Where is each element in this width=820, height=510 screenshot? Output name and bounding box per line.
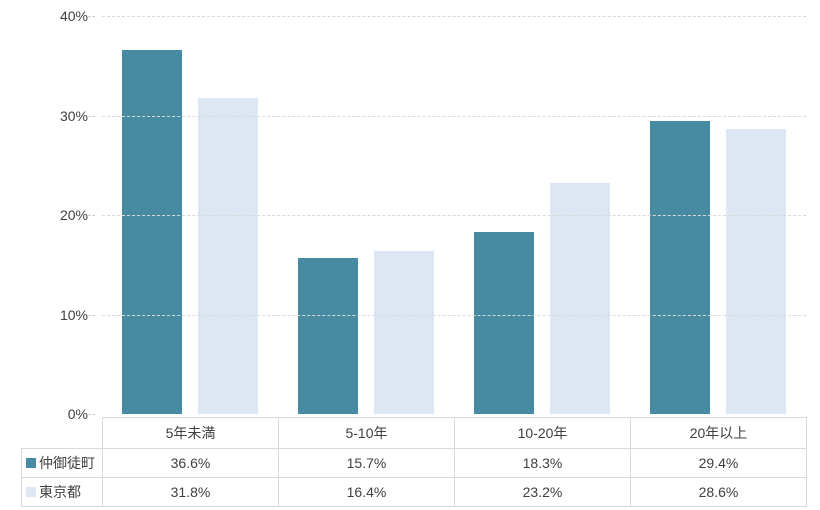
bar-series-2-category-3 <box>550 183 610 414</box>
series-row-2: 東京都 31.8% 16.4% 23.2% 28.6% <box>21 477 807 507</box>
legend-label: 仲御徒町 <box>39 455 95 471</box>
bar-group-3 <box>454 16 630 414</box>
y-axis-tick-mark <box>88 314 95 316</box>
legend-swatch-icon <box>26 458 36 468</box>
value-cell: 31.8% <box>102 477 279 507</box>
gridline <box>102 16 806 17</box>
legend-entry: 東京都 <box>23 482 102 502</box>
data-table-body: 5年未満 5-10年 10-20年 20年以上仲御徒町 36.6% 15.7% 18.3% 2… <box>21 417 807 507</box>
bar-group-2 <box>278 16 454 414</box>
category-header-cell: 5年未満 <box>102 417 279 449</box>
y-axis-tick-label: 0% <box>67 406 88 422</box>
legend-cell: 仲御徒町 <box>21 448 103 478</box>
gridline <box>102 314 806 316</box>
y-axis-tick-label: 20% <box>59 207 88 223</box>
bar-group-4 <box>630 16 806 414</box>
category-header-cell: 20年以上 <box>630 417 807 449</box>
value-cell: 18.3% <box>454 448 631 478</box>
category-header-cell: 10-20年 <box>454 417 631 449</box>
bar-series-2-category-4 <box>726 129 786 414</box>
value-cell: 23.2% <box>454 477 631 507</box>
legend-entry: 仲御徒町 <box>23 453 102 473</box>
y-axis-tick-label: 40% <box>59 8 88 24</box>
legend-label: 東京都 <box>39 484 81 500</box>
y-axis-tick-mark <box>88 115 95 117</box>
bar-series-1-category-1 <box>122 49 182 414</box>
y-axis-tick-label: 30% <box>59 107 88 124</box>
bar-groups <box>102 16 806 414</box>
bar-group-1 <box>102 16 278 414</box>
bar-series-2-category-2 <box>374 250 434 414</box>
y-axis: 0% 10% 20% 30% 40% <box>0 8 88 422</box>
category-header-cell: 5-10年 <box>278 417 455 449</box>
category-header-row: 5年未満 5-10年 10-20年 20年以上 <box>22 417 807 449</box>
value-cell: 36.6% <box>102 448 279 478</box>
plot-area <box>88 16 806 415</box>
series-row-1: 仲御徒町 36.6% 15.7% 18.3% 29.4% <box>21 448 807 478</box>
bar-series-1-category-2 <box>298 257 358 414</box>
value-cell: 15.7% <box>278 448 455 478</box>
legend-swatch-icon <box>26 487 36 497</box>
gridline <box>102 215 806 216</box>
bar-series-1-category-4 <box>650 121 710 414</box>
corner-cell <box>22 418 103 449</box>
value-cell: 29.4% <box>630 448 807 478</box>
legend-cell: 東京都 <box>21 477 103 507</box>
bar-series-2-category-1 <box>198 97 258 414</box>
y-axis-tick-mark <box>88 16 95 17</box>
gridline <box>102 115 806 117</box>
value-cell: 16.4% <box>278 477 455 507</box>
y-axis-tick-mark <box>88 215 95 216</box>
y-axis-tick-mark <box>88 414 95 415</box>
value-cell: 28.6% <box>630 477 807 507</box>
data-table: 5年未満 5-10年 10-20年 20年以上仲御徒町 36.6% 15.7% 18.3% 2… <box>21 417 807 507</box>
y-axis-tick-label: 10% <box>59 306 88 323</box>
bar-series-1-category-3 <box>474 231 534 414</box>
